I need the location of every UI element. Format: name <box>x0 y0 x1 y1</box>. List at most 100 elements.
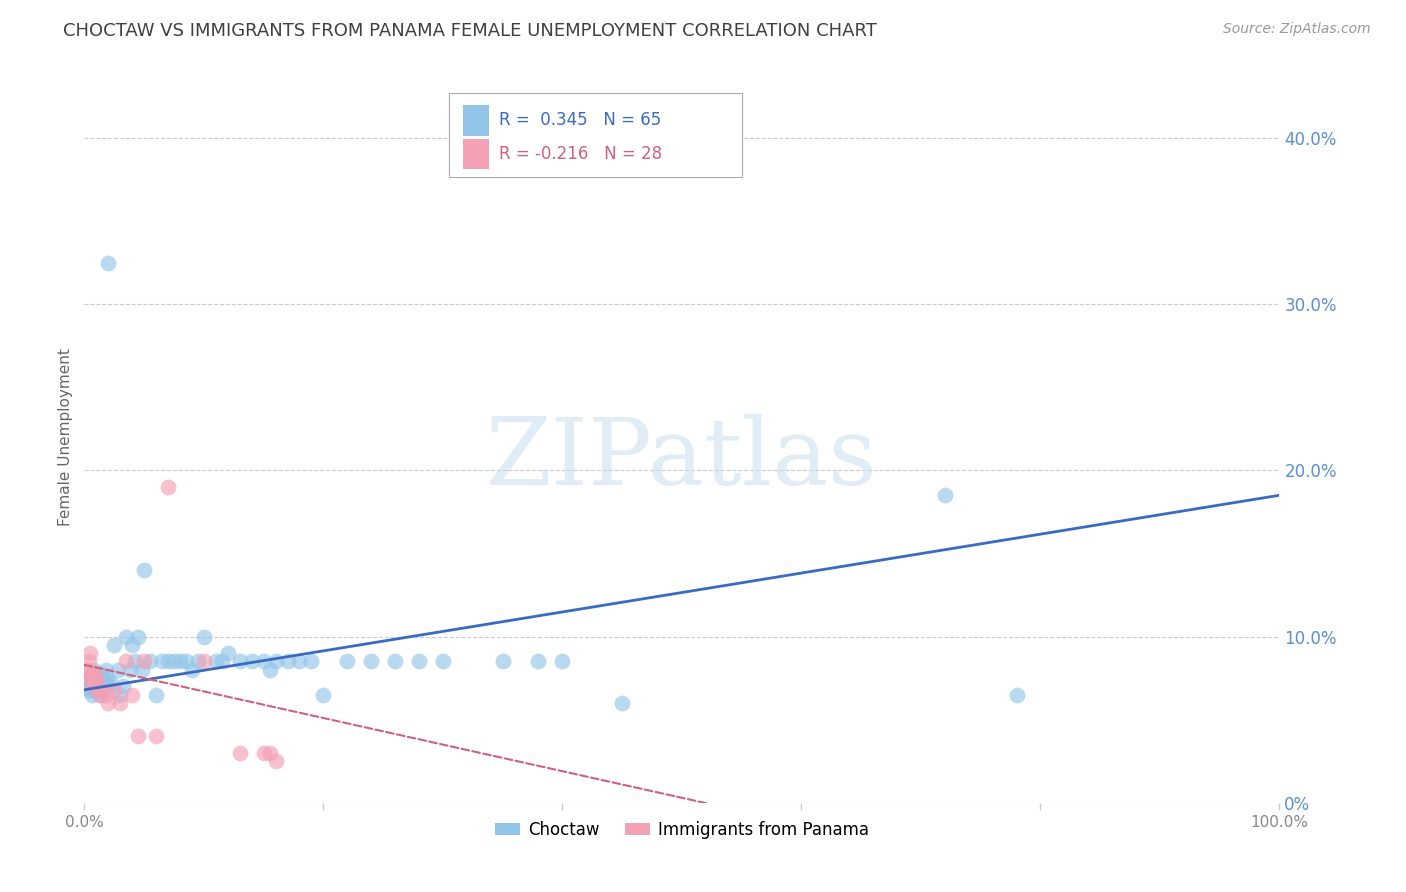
Point <box>82 680 104 694</box>
Point <box>551 655 574 669</box>
Point <box>115 655 138 669</box>
Point <box>84 671 107 685</box>
Text: CHOCTAW VS IMMIGRANTS FROM PANAMA FEMALE UNEMPLOYMENT CORRELATION CHART: CHOCTAW VS IMMIGRANTS FROM PANAMA FEMALE… <box>63 22 877 40</box>
Point <box>145 729 167 743</box>
Point <box>94 688 117 702</box>
Point <box>96 671 118 685</box>
Point <box>132 655 156 669</box>
Point <box>124 655 146 669</box>
Point <box>360 655 382 669</box>
Point <box>89 688 111 702</box>
Point <box>181 663 204 677</box>
Point <box>132 563 156 577</box>
Point <box>934 488 956 502</box>
Point <box>83 663 105 677</box>
Point <box>79 676 101 690</box>
Y-axis label: Female Unemployment: Female Unemployment <box>58 348 73 526</box>
Point <box>86 682 108 697</box>
Point <box>253 746 276 760</box>
Point <box>205 655 228 669</box>
Point <box>312 688 335 702</box>
Point <box>229 746 252 760</box>
Point <box>84 676 107 690</box>
Point <box>118 663 141 677</box>
Point <box>97 680 120 694</box>
Point <box>91 682 114 697</box>
Point <box>87 666 110 681</box>
Point <box>187 655 209 669</box>
Point <box>193 655 215 669</box>
Text: R = -0.216   N = 28: R = -0.216 N = 28 <box>499 145 662 163</box>
Point <box>80 688 103 702</box>
Point <box>150 655 173 669</box>
Point <box>93 676 115 690</box>
Point <box>97 696 120 710</box>
Point <box>83 666 105 681</box>
Point <box>90 680 112 694</box>
Point <box>139 655 162 669</box>
Bar <box>463 105 489 136</box>
Point <box>217 646 239 660</box>
Point <box>91 671 114 685</box>
Point <box>163 655 186 669</box>
Point <box>77 655 100 669</box>
Text: ZIPatlas: ZIPatlas <box>486 414 877 504</box>
Point <box>103 682 125 697</box>
Point <box>121 638 143 652</box>
Text: Source: ZipAtlas.com: Source: ZipAtlas.com <box>1223 22 1371 37</box>
Point <box>174 655 197 669</box>
Legend: Choctaw, Immigrants from Panama: Choctaw, Immigrants from Panama <box>488 814 876 846</box>
Point <box>301 655 323 669</box>
Point <box>103 638 125 652</box>
Point <box>79 646 101 660</box>
Point <box>87 682 110 697</box>
Point <box>211 655 233 669</box>
Point <box>111 680 134 694</box>
Point <box>432 655 454 669</box>
Text: R =  0.345   N = 65: R = 0.345 N = 65 <box>499 112 661 129</box>
Point <box>127 630 149 644</box>
Point <box>264 655 287 669</box>
FancyBboxPatch shape <box>449 94 742 178</box>
Point <box>110 696 132 710</box>
Point <box>193 630 215 644</box>
Point <box>384 655 406 669</box>
Point <box>408 655 430 669</box>
Point <box>86 676 108 690</box>
Point <box>115 630 138 644</box>
Point <box>277 655 299 669</box>
Point <box>97 255 120 269</box>
Point <box>612 696 634 710</box>
Point <box>264 754 287 768</box>
Point <box>157 480 180 494</box>
Point <box>77 682 100 697</box>
Point <box>77 663 100 677</box>
Point <box>94 663 117 677</box>
Bar <box>463 138 489 169</box>
Point <box>100 676 122 690</box>
Point <box>121 688 143 702</box>
Point <box>107 663 129 677</box>
Point <box>80 671 103 685</box>
Point <box>110 688 132 702</box>
Point <box>229 655 252 669</box>
Point <box>527 655 550 669</box>
Point <box>86 671 108 685</box>
Point <box>169 655 191 669</box>
Point <box>145 688 167 702</box>
Point <box>1005 688 1028 702</box>
Point <box>127 729 149 743</box>
Point <box>131 663 153 677</box>
Point <box>259 663 281 677</box>
Point <box>82 682 104 697</box>
Point <box>77 680 100 694</box>
Point <box>259 746 281 760</box>
Point <box>93 682 115 697</box>
Point <box>157 655 180 669</box>
Point <box>288 655 311 669</box>
Point <box>336 655 359 669</box>
Point <box>240 655 263 669</box>
Point <box>76 671 98 685</box>
Point <box>89 688 111 702</box>
Point <box>253 655 276 669</box>
